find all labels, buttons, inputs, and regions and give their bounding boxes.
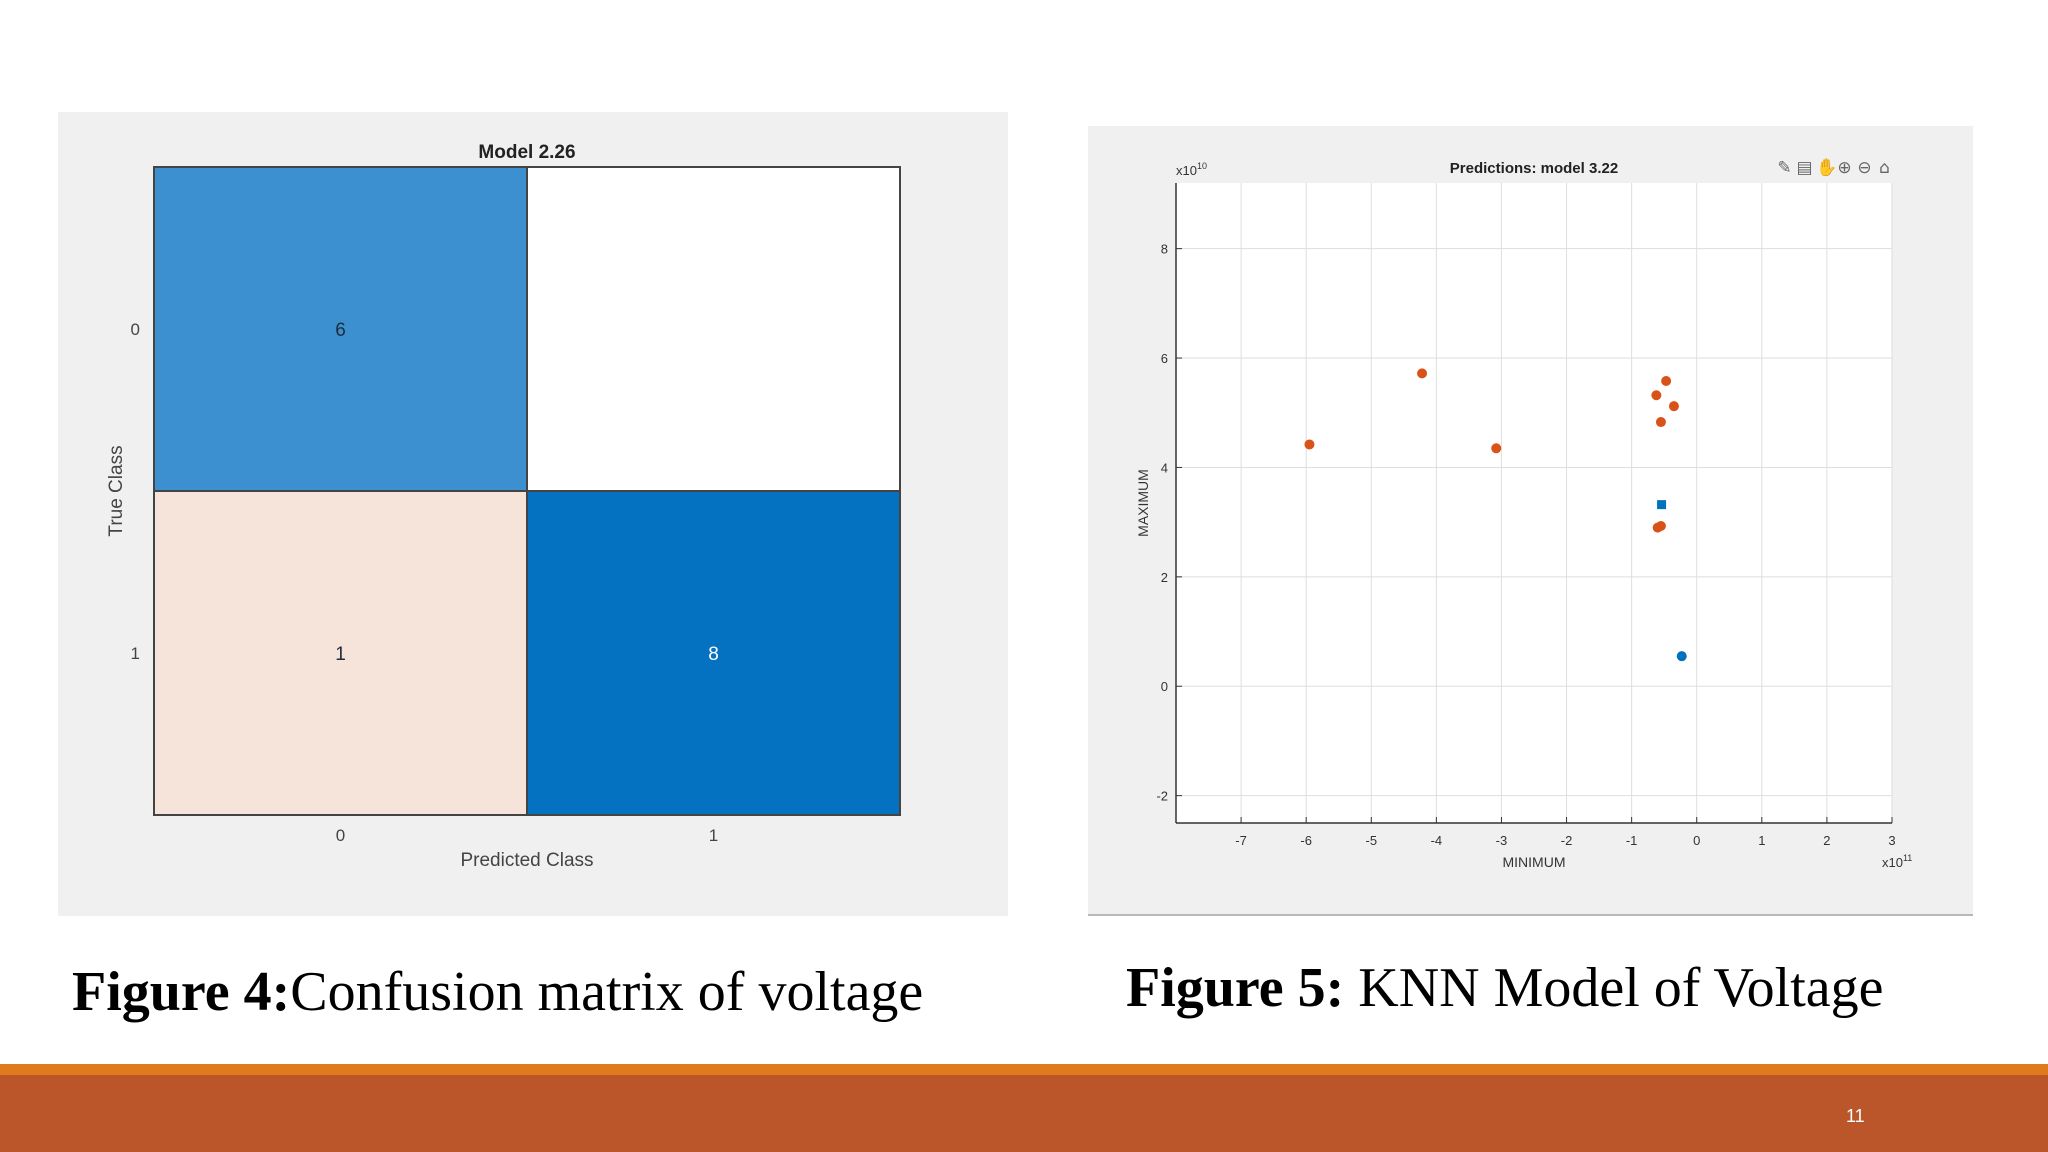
data-point: [1668, 401, 1679, 412]
matrix-cell-value: 8: [708, 644, 719, 665]
x-tick-label: 1: [1758, 833, 1765, 848]
confusion-matrix-chart: 6 1 8 Model 2.26 0 1 0 1 Predicted Class True Cla…: [106, 142, 901, 871]
y-exponent-label: x1010: [1176, 161, 1207, 178]
zoom-in-icon[interactable]: ⊕: [1837, 158, 1852, 178]
footer-band: [0, 1075, 2048, 1152]
scatter-title: Predictions: model 3.22: [1450, 160, 1618, 177]
x-tick-label: 0: [336, 826, 345, 845]
x-tick-label: 0: [1693, 833, 1700, 848]
x-tick-label: -1: [1626, 833, 1638, 848]
knn-scatter-panel: -7 -6 -5 -4 -3 -2 -1 0 1 2 3 -2 0 2 4 6 8 Predictions: mo…: [1088, 126, 1973, 916]
matrix-border: [153, 166, 901, 816]
x-tick-label: -3: [1496, 833, 1508, 848]
data-point: [1676, 651, 1687, 662]
data-point: [1651, 390, 1662, 401]
x-tick-label: 1: [709, 826, 718, 845]
y-tick-label: 8: [1161, 242, 1168, 257]
matrix-cell-1-1: [527, 491, 900, 815]
y-tick-label: 6: [1161, 351, 1168, 366]
x-tick-label: -6: [1300, 833, 1312, 848]
x-tick-label: 3: [1888, 833, 1895, 848]
data-point: [1417, 368, 1428, 379]
x-exponent-power: 11: [1903, 853, 1912, 863]
home-icon[interactable]: ⌂: [1879, 158, 1890, 178]
y-tick-label: 0: [1161, 679, 1168, 694]
x-tick-label: 2: [1823, 833, 1830, 848]
matrix-title: Model 2.26: [478, 142, 575, 163]
data-point: [1655, 520, 1666, 531]
x-exponent-base: x10: [1882, 855, 1903, 870]
knn-scatter-chart: -7 -6 -5 -4 -3 -2 -1 0 1 2 3 -2 0 2 4 6 8 Predictions: mo…: [1135, 160, 1912, 870]
figure-4-label: Figure 4:: [72, 961, 291, 1023]
y-axis-label: True Class: [106, 445, 127, 536]
y-tick-label: 0: [131, 320, 140, 339]
plot-area: [1176, 183, 1892, 823]
x-tick-label: -7: [1235, 833, 1247, 848]
pan-icon[interactable]: ✋: [1816, 158, 1838, 178]
y-axis-label: MAXIMUM: [1135, 469, 1151, 537]
confusion-matrix-panel: 6 1 8 Model 2.26 0 1 0 1 Predicted Class True Cla…: [58, 112, 1008, 916]
x-axis-label: MINIMUM: [1503, 854, 1566, 870]
data-point: [1655, 417, 1666, 428]
figure-5-text: KNN Model of Voltage: [1344, 957, 1884, 1019]
y-tick-label: 4: [1161, 460, 1168, 475]
data-point: [1661, 376, 1672, 387]
brush-icon[interactable]: ✎: [1777, 158, 1792, 178]
y-tick-label: 2: [1161, 570, 1168, 585]
data-point: [1491, 443, 1502, 454]
y-tick-label: 1: [131, 644, 140, 663]
data-point-square: [1657, 500, 1667, 510]
figure-5-label: Figure 5:: [1126, 957, 1345, 1019]
figure-4-text: Confusion matrix of voltage: [290, 961, 924, 1023]
figure-5-caption: Figure 5: KNN Model of Voltage: [1126, 956, 1883, 1020]
footer-accent-line: [0, 1064, 2048, 1075]
axes-toolbar: ✎ ▤ ✋ ⊕ ⊖ ⌂: [1776, 158, 1893, 178]
figure-4-caption: Figure 4:Confusion matrix of voltage: [72, 960, 923, 1024]
matrix-cell-0-0: [154, 167, 527, 491]
data-point: [1304, 439, 1315, 450]
x-exponent-label: x1011: [1882, 853, 1912, 870]
matrix-cell-value: 6: [335, 320, 346, 341]
zoom-out-icon[interactable]: ⊖: [1857, 158, 1872, 178]
datatip-icon[interactable]: ▤: [1796, 158, 1813, 178]
x-tick-label: -2: [1561, 833, 1573, 848]
matrix-cell-0-1: [527, 167, 900, 491]
y-tick-label: -2: [1156, 789, 1168, 804]
matrix-cell-1-0: [154, 491, 527, 815]
x-tick-label: -4: [1431, 833, 1443, 848]
x-axis-label: Predicted Class: [460, 850, 593, 871]
y-exponent-power: 10: [1197, 161, 1207, 171]
x-tick-label: -5: [1365, 833, 1377, 848]
page-number: 11: [1846, 1106, 1865, 1126]
matrix-cell-value: 1: [335, 644, 346, 665]
y-exponent-base: x10: [1176, 163, 1197, 178]
